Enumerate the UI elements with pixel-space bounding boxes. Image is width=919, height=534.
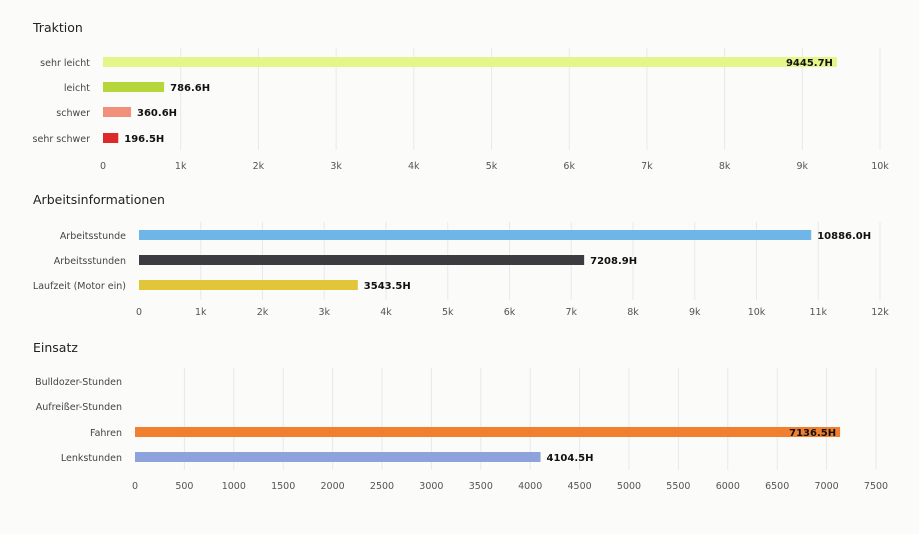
category-label: Lenkstunden xyxy=(61,453,122,464)
tick-label: 6000 xyxy=(716,481,740,492)
data-label: 360.6H xyxy=(137,108,177,119)
tick-label: 6k xyxy=(504,307,516,318)
category-label: leicht xyxy=(64,83,90,94)
category-label: Arbeitsstunde xyxy=(60,231,126,242)
tick-label: 3500 xyxy=(469,481,493,492)
tick-label: 4k xyxy=(408,161,420,172)
tick-label: 7k xyxy=(565,307,577,318)
tick-label: 5000 xyxy=(617,481,641,492)
bar xyxy=(103,57,837,67)
bar xyxy=(135,427,841,437)
data-label: 3543.5H xyxy=(364,281,411,292)
tick-label: 6500 xyxy=(765,481,789,492)
data-label: 10886.0H xyxy=(817,231,871,242)
tick-label: 8k xyxy=(627,307,639,318)
tick-label: 4500 xyxy=(568,481,592,492)
tick-label: 1k xyxy=(175,161,187,172)
tick-label: 2500 xyxy=(370,481,394,492)
data-label: 196.5H xyxy=(124,134,164,145)
tick-label: 7k xyxy=(641,161,653,172)
tick-label: 4000 xyxy=(518,481,542,492)
tick-label: 1k xyxy=(195,307,207,318)
bar xyxy=(103,82,165,92)
tick-label: 9k xyxy=(797,161,809,172)
bar xyxy=(103,133,119,143)
category-label: sehr leicht xyxy=(40,58,90,69)
tick-label: 3k xyxy=(318,307,330,318)
data-label: 4104.5H xyxy=(547,453,594,464)
bar xyxy=(139,280,358,290)
chart-title-arbeitsinformationen: Arbeitsinformationen xyxy=(33,192,165,207)
bar xyxy=(103,107,132,117)
bar xyxy=(139,230,812,240)
tick-label: 0 xyxy=(100,161,106,172)
category-label: Laufzeit (Motor ein) xyxy=(33,281,126,292)
tick-label: 7500 xyxy=(864,481,888,492)
category-label: schwer xyxy=(56,108,90,119)
tick-label: 12k xyxy=(871,307,889,318)
category-label: Fahren xyxy=(90,428,122,439)
category-label: Aufreißer-Stunden xyxy=(36,402,122,413)
tick-label: 3k xyxy=(330,161,342,172)
data-label: 7136.5H xyxy=(789,428,836,439)
tick-label: 10k xyxy=(871,161,889,172)
tick-label: 2000 xyxy=(321,481,345,492)
tick-label: 0 xyxy=(132,481,138,492)
category-label: Arbeitsstunden xyxy=(54,256,126,267)
tick-label: 9k xyxy=(689,307,701,318)
tick-label: 6k xyxy=(563,161,575,172)
tick-label: 500 xyxy=(175,481,193,492)
chart-title-traktion: Traktion xyxy=(33,20,83,35)
chart-title-einsatz: Einsatz xyxy=(33,340,78,355)
tick-label: 5k xyxy=(486,161,498,172)
tick-label: 3000 xyxy=(419,481,443,492)
bar xyxy=(135,452,541,462)
tick-label: 8k xyxy=(719,161,731,172)
tick-label: 2k xyxy=(253,161,265,172)
category-label: Bulldozer-Stunden xyxy=(35,377,122,388)
tick-label: 0 xyxy=(136,307,142,318)
data-label: 9445.7H xyxy=(786,58,833,69)
bar xyxy=(139,255,585,265)
data-label: 7208.9H xyxy=(590,256,637,267)
tick-label: 7000 xyxy=(815,481,839,492)
tick-label: 1000 xyxy=(222,481,246,492)
tick-label: 4k xyxy=(380,307,392,318)
tick-label: 2k xyxy=(257,307,269,318)
tick-label: 11k xyxy=(809,307,827,318)
tick-label: 5k xyxy=(442,307,454,318)
tick-label: 10k xyxy=(748,307,766,318)
category-label: sehr schwer xyxy=(33,134,91,145)
tick-label: 1500 xyxy=(271,481,295,492)
tick-label: 5500 xyxy=(666,481,690,492)
data-label: 786.6H xyxy=(170,83,210,94)
